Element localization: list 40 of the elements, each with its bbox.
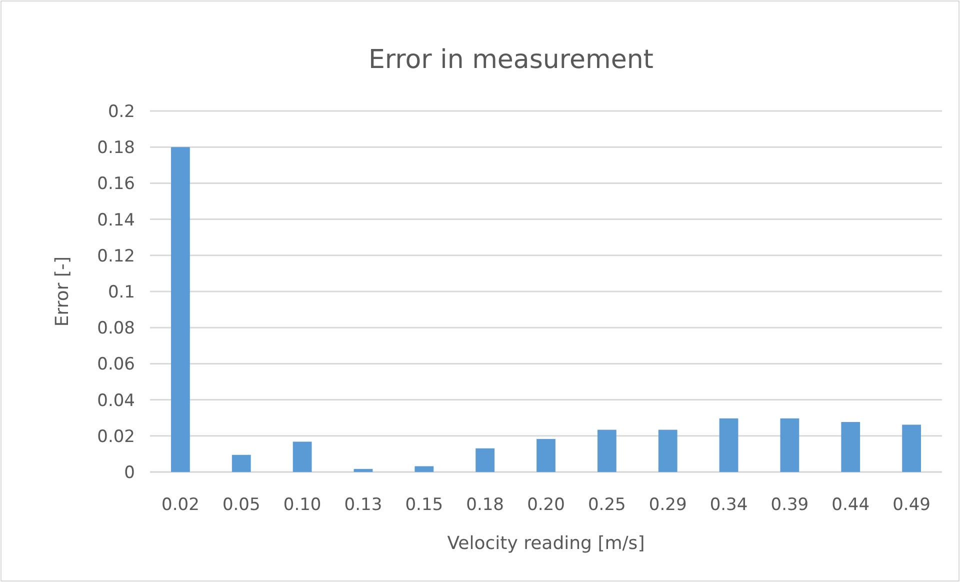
y-tick-label: 0.16 [97, 174, 135, 194]
x-tick-label: 0.34 [710, 495, 748, 515]
y-tick-label: 0 [124, 462, 135, 483]
bar [536, 438, 556, 472]
bar [476, 448, 495, 472]
x-tick-label: 0.02 [162, 495, 200, 515]
bar [171, 147, 190, 472]
x-tick-label: 0.10 [283, 495, 322, 515]
x-tick-label: 0.25 [588, 495, 626, 515]
bar [780, 418, 800, 472]
bar [354, 468, 373, 472]
y-axis-title: Error [-] [52, 256, 73, 327]
x-tick-label: 0.18 [466, 495, 504, 515]
bar [902, 424, 921, 472]
bar [597, 430, 616, 472]
y-tick-label: 0.2 [108, 102, 135, 122]
y-tick-label: 0.06 [97, 354, 135, 375]
x-tick-label: 0.20 [527, 495, 565, 515]
x-tick-label: 0.39 [770, 495, 809, 515]
bar [232, 454, 251, 472]
bar [414, 466, 434, 472]
y-tick-label: 0.08 [97, 318, 135, 339]
y-tick-label: 0.04 [97, 390, 135, 411]
x-tick-label: 0.13 [344, 495, 382, 515]
x-tick-label: 0.29 [648, 495, 687, 515]
x-axis-title: Velocity reading [m/s] [447, 533, 645, 554]
bar [292, 442, 312, 472]
bar [719, 418, 738, 472]
bar [658, 430, 678, 472]
bar [841, 422, 860, 472]
chart-title: Error in measurement [368, 45, 654, 75]
x-tick-label: 0.05 [222, 495, 260, 515]
y-tick-label: 0.18 [97, 138, 135, 158]
x-tick-label: 0.44 [832, 495, 870, 515]
x-tick-label: 0.15 [405, 495, 444, 515]
y-tick-label: 0.1 [108, 282, 135, 302]
x-tick-label: 0.49 [892, 495, 930, 515]
y-tick-label: 0.14 [97, 210, 135, 230]
y-tick-label: 0.12 [97, 246, 135, 266]
y-tick-label: 0.02 [97, 426, 135, 447]
